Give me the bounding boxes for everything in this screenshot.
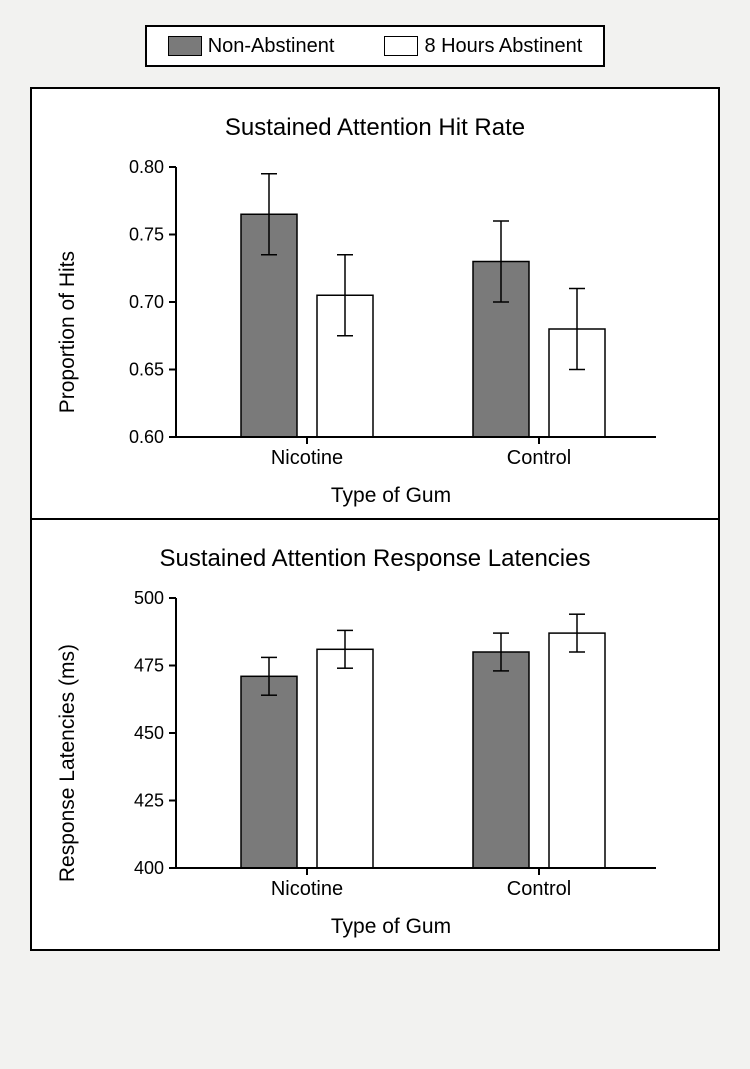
legend-item-non-abstinent: Non-Abstinent	[168, 35, 335, 58]
svg-text:0.80: 0.80	[129, 157, 164, 177]
legend-swatch	[168, 36, 202, 56]
chart-wrap: Response Latencies (ms) 400 425 450 475 500 N…	[52, 588, 698, 939]
svg-text:0.70: 0.70	[129, 292, 164, 312]
chart-inner: 400 425 450 475 500 Nicotine Control Type of G…	[84, 588, 698, 939]
y-axis-label: Proportion of Hits	[52, 251, 84, 413]
svg-text:Control: Control	[507, 447, 571, 469]
chart-title: Sustained Attention Response Latencies	[52, 545, 698, 573]
svg-text:0.65: 0.65	[129, 360, 164, 380]
svg-text:500: 500	[134, 588, 164, 608]
svg-text:0.60: 0.60	[129, 427, 164, 447]
svg-text:400: 400	[134, 858, 164, 878]
x-axis-label: Type of Gum	[331, 484, 451, 508]
chart-inner: 0.60 0.65 0.70 0.75 0.80 Nicotine Control Type…	[84, 157, 698, 508]
svg-text:Control: Control	[507, 878, 571, 900]
chart-title: Sustained Attention Hit Rate	[52, 114, 698, 142]
svg-text:Nicotine: Nicotine	[271, 878, 343, 900]
legend: Non-Abstinent 8 Hours Abstinent	[145, 25, 605, 67]
svg-text:Nicotine: Nicotine	[271, 447, 343, 469]
svg-text:475: 475	[134, 656, 164, 676]
chart-wrap: Proportion of Hits 0.60 0.65 0.70 0.75 0.80 N…	[52, 157, 698, 508]
panel-latencies: Sustained Attention Response Latencies R…	[30, 520, 720, 951]
x-axis-label: Type of Gum	[331, 915, 451, 939]
page: Non-Abstinent 8 Hours Abstinent Sustaine…	[0, 0, 750, 1069]
svg-text:450: 450	[134, 723, 164, 743]
bar-chart-top: 0.60 0.65 0.70 0.75 0.80 Nicotine Control	[116, 157, 666, 482]
svg-text:0.75: 0.75	[129, 225, 164, 245]
legend-swatch	[384, 36, 418, 56]
legend-item-abstinent: 8 Hours Abstinent	[384, 35, 582, 58]
y-axis-label: Response Latencies (ms)	[52, 644, 84, 882]
legend-label: Non-Abstinent	[208, 35, 335, 58]
legend-label: 8 Hours Abstinent	[424, 35, 582, 58]
panel-hit-rate: Sustained Attention Hit Rate Proportion …	[30, 87, 720, 520]
bar-chart-bottom: 400 425 450 475 500 Nicotine Control	[116, 588, 666, 913]
svg-text:425: 425	[134, 791, 164, 811]
